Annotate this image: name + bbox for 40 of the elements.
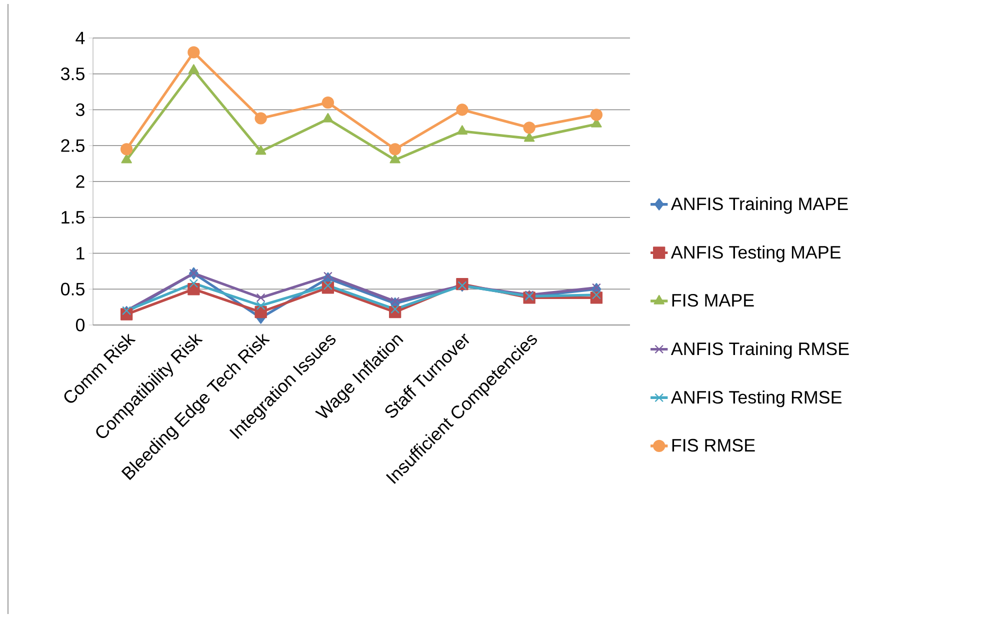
point — [254, 112, 267, 124]
point — [121, 154, 132, 164]
point — [456, 104, 468, 116]
legend-label: ANFIS Training MAPE — [670, 197, 848, 214]
point — [188, 46, 200, 58]
point — [255, 145, 266, 155]
point — [322, 112, 334, 122]
point — [188, 64, 200, 74]
y-tick-label: 2 — [76, 175, 84, 188]
y-tick-label: 4 — [76, 32, 85, 44]
legend-label: FIS RMSE — [672, 438, 755, 452]
point — [254, 306, 267, 318]
y-tick-label: 3 — [76, 103, 84, 116]
legend-label: FIS MAPE — [672, 294, 754, 307]
point — [388, 143, 402, 156]
point — [590, 108, 603, 121]
point — [256, 293, 266, 302]
legend-label: ANFIS Testing MAPE — [670, 246, 841, 262]
y-tick-label: 1 — [76, 247, 84, 260]
point — [322, 96, 334, 109]
point — [120, 143, 133, 156]
point — [592, 290, 601, 300]
point — [323, 272, 332, 281]
point — [456, 125, 468, 135]
legend-label: ANFIS Training RMSE — [670, 342, 849, 359]
point — [523, 122, 536, 134]
legend-label: ANFIS Testing RMSE — [670, 390, 842, 408]
point — [390, 296, 400, 306]
y-tick-label: 1.5 — [62, 211, 84, 224]
point — [189, 278, 198, 288]
point — [390, 154, 400, 164]
point — [323, 281, 332, 290]
y-tick-label: 3.5 — [60, 68, 84, 80]
point — [592, 283, 601, 292]
point — [524, 132, 535, 142]
point — [390, 304, 400, 314]
y-tick-label: 2.5 — [61, 139, 84, 152]
point — [256, 301, 266, 310]
y-tick-label: 0.5 — [61, 282, 84, 296]
y-tick-label: 0 — [76, 318, 85, 332]
